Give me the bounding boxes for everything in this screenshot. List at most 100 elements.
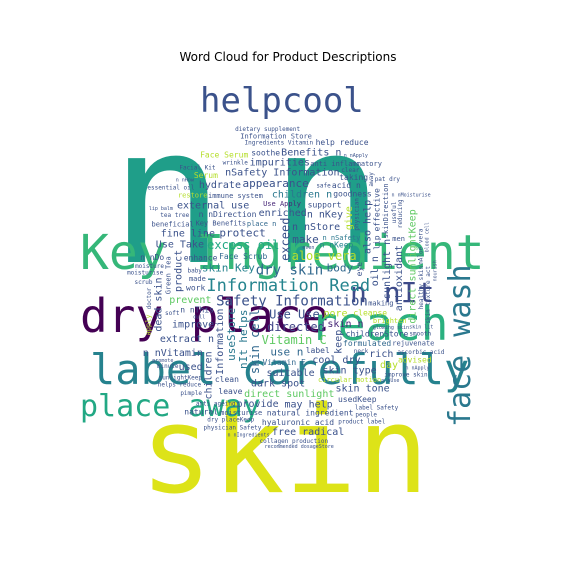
word-taking: taking <box>339 173 368 182</box>
word-label: label <box>306 346 330 355</box>
word-skindirection: skinDirection <box>382 183 390 238</box>
word-collagen-production: collagen production <box>259 438 328 445</box>
word-acid-n: acid n <box>332 181 361 190</box>
word-pimple: pimple <box>180 390 202 397</box>
word-n-napply: n nApply <box>405 365 429 371</box>
word-n-nit: n nIt <box>350 276 434 309</box>
word-leave: leave <box>218 387 242 396</box>
word-support: support <box>308 201 342 210</box>
word-n-nsafety: n nSafety <box>322 234 360 242</box>
word-making: making <box>368 299 393 307</box>
word-direct-sunlightkeep: direct sunlightKeep <box>408 209 419 323</box>
word-extract-n: extract n <box>160 334 214 345</box>
word-healthy-skin: healthy skin <box>418 266 425 310</box>
word-used: used <box>179 362 203 373</box>
word-neck: neck <box>354 348 369 355</box>
word-children-n: children n <box>272 190 332 201</box>
word-keep: keep <box>333 330 344 354</box>
word-n-nkeep: n nKeep <box>320 241 354 250</box>
word-dry-placekeep: dry placeKeep <box>207 417 254 424</box>
word-may-help: may help <box>285 399 333 410</box>
word-also-help: also help <box>363 200 374 254</box>
word-n-ndirection: n nDirection <box>199 210 257 219</box>
word-pat-dry: pat dry <box>375 176 401 183</box>
word-external-use: external use <box>177 200 249 211</box>
word-dry-place: dry place <box>80 289 329 343</box>
word-doctor: doctor <box>146 287 153 309</box>
word-appearance: appearance <box>242 177 308 190</box>
word-wrinkle: wrinkle <box>223 159 249 166</box>
word-n-nuse: n nUse <box>381 378 399 384</box>
word-enhance: enhance <box>184 253 218 262</box>
word-n-napply: n nApply <box>344 153 368 159</box>
word-improve: improve <box>172 320 214 331</box>
word-scrub: scrub <box>134 279 152 286</box>
word-excess-oil: excess oil <box>207 238 279 252</box>
word-brighten: brighten <box>373 317 407 325</box>
word-lip-balm: lip balm <box>149 206 173 212</box>
word-serum: Serum <box>194 171 218 180</box>
word-face-serum: Face Serum <box>200 150 248 159</box>
word-key-ingredient: Key Ingredient <box>80 225 485 281</box>
word-even: even <box>302 245 314 251</box>
word-promote: promote <box>152 358 173 364</box>
word-reach: reach <box>310 297 448 351</box>
word-information-read: Information Read <box>206 276 370 296</box>
word-glowing-skin: glowing skin <box>373 325 409 331</box>
word-skin-n: skin n <box>327 319 363 330</box>
word-dull: dull <box>193 314 205 320</box>
word-ascorbic-acid: ascorbic acid <box>397 349 444 356</box>
word-exceed: exceed <box>278 218 292 261</box>
word-dead-skin: dead skin <box>154 277 165 331</box>
word-rich: rich <box>369 349 393 360</box>
word-place-away: place away <box>80 389 261 424</box>
word-hyaluronic-acid: hyaluronic acid <box>262 418 334 427</box>
word-safe: safe <box>316 183 331 190</box>
word-blood-cell: blood cell <box>425 222 431 252</box>
word-helps-reduce: helps reduce <box>158 381 202 388</box>
word-natural: natural <box>184 407 218 416</box>
word-n-ndo: n nDo <box>140 253 164 262</box>
word-n-nhow: n nHow <box>176 178 195 184</box>
word-anti-ageing: anti ageing <box>196 400 236 407</box>
word-clear: clear <box>341 167 359 174</box>
word-antioxidant: antioxidant <box>394 245 405 311</box>
word-impurities: impurities <box>250 157 310 168</box>
word-n-nmoisturise: n nMoisturise <box>392 192 431 198</box>
word-nourish: nourish <box>432 260 438 281</box>
word-lip: lip <box>373 235 382 250</box>
word-oil-n: oil n <box>370 256 381 286</box>
word-label-safety: label Safety <box>355 405 399 412</box>
word-essential-oil: essential oil <box>147 185 194 192</box>
word-suitable: suitable <box>266 368 314 379</box>
word-face-wash: face wash <box>443 264 478 427</box>
word-useful: useful <box>391 201 398 223</box>
word-rejuvenate: rejuvenate <box>392 340 434 348</box>
word-eye: eye <box>355 262 364 277</box>
word-made: made <box>189 275 206 283</box>
word-sunlightkeep: sunlightKeep <box>159 375 203 382</box>
word-provide: provide <box>236 399 278 410</box>
word-fine-line: fine line <box>161 228 215 239</box>
word-tea-tree: tea tree <box>160 212 189 219</box>
word-usedkeep: usedKeep <box>338 395 377 404</box>
word-physician-safety: physician Safety <box>204 425 262 432</box>
word-people: people <box>355 411 377 418</box>
word-skin-texture-act: skin texture act <box>425 265 432 323</box>
word-use-apply: Use Apply <box>263 200 301 208</box>
word-pore: pore <box>323 309 347 320</box>
word-n: n <box>270 86 384 307</box>
word-n-ningredients: n nIngredients <box>227 432 269 438</box>
word-dark-spot: dark spot <box>251 378 305 389</box>
word-skin-key: skin Key <box>202 261 255 274</box>
word-use-use: Use Use <box>269 308 320 322</box>
word-help-reduce: help reduce <box>316 138 369 147</box>
word-soothe: soothe <box>251 149 280 158</box>
word-product: product <box>173 250 184 292</box>
word-naloe-vera: nAloe vera <box>418 228 425 265</box>
word-use-n: use n <box>270 345 303 358</box>
word-prevent: prevent <box>169 295 211 306</box>
word-give: give <box>344 206 355 230</box>
word-product-label: product label <box>338 419 385 426</box>
word-skin-cell: skin cell <box>248 309 262 374</box>
